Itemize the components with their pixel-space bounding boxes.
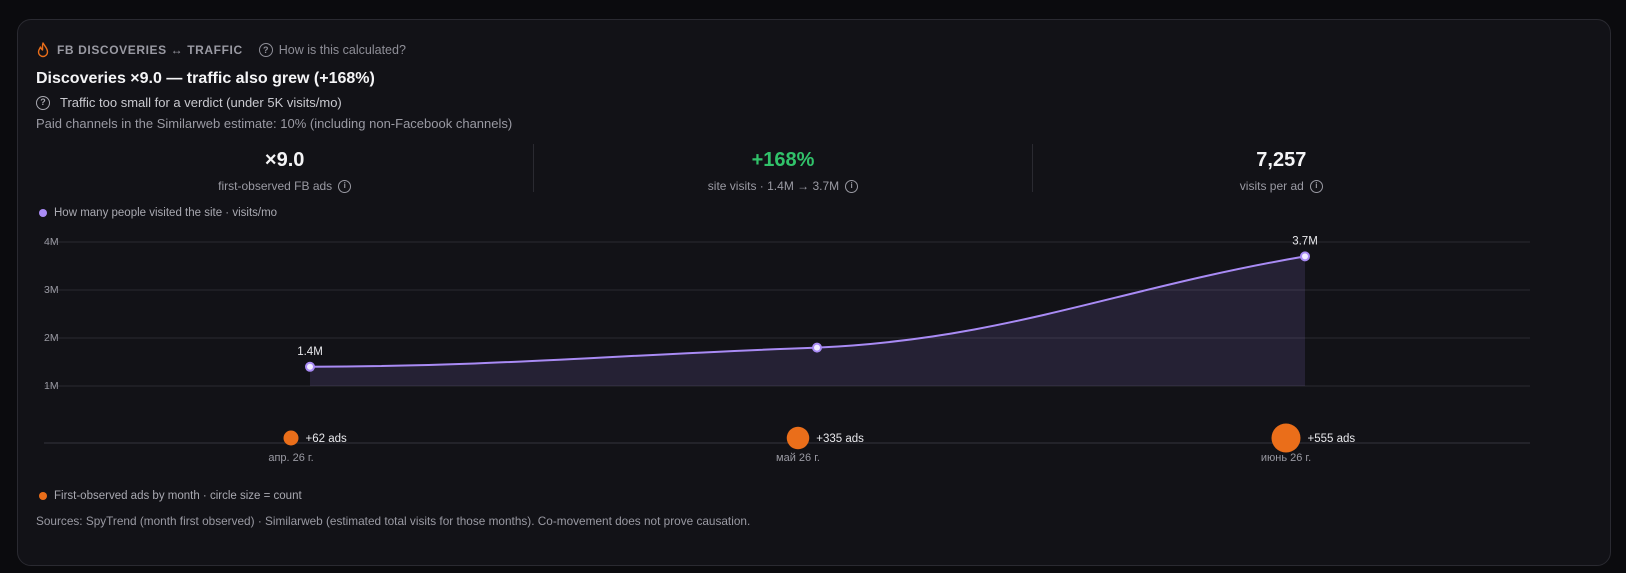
info-icon[interactable]: i (845, 179, 859, 193)
ads-bubble-label: +62 ads (306, 433, 347, 445)
ads-bubble (283, 430, 299, 446)
ads-bubble-label: +555 ads (1308, 433, 1356, 445)
verdict-row: ? Traffic too small for a verdict (under… (36, 95, 342, 110)
info-icon[interactable]: i (1309, 179, 1323, 193)
traffic-legend-dot (39, 209, 47, 217)
ads-legend-label: First-observed ads by month · circle siz… (54, 490, 302, 502)
traffic-point-label: 1.4M (297, 346, 323, 358)
paid-channels-note: Paid channels in the Similarweb estimate… (36, 116, 513, 131)
metrics-row: ×9.0 first-observed FB ads i +168% site … (36, 144, 1530, 193)
verdict-text: Traffic too small for a verdict (under 5… (60, 95, 342, 110)
metric-label-row: site visits · 1.4M → 3.7M i (707, 179, 859, 193)
traffic-area (310, 256, 1305, 386)
metric-label-row: first-observed FB ads i (218, 179, 352, 193)
question-circle-icon: ? (36, 95, 50, 110)
card-headline: Discoveries ×9.0 — traffic also grew (+1… (36, 70, 375, 87)
how-calculated-label: How is this calculated? (278, 43, 406, 57)
traffic-point-label: 3.7M (1292, 235, 1318, 247)
metric-value: 7,257 (1256, 149, 1307, 171)
ads-legend: First-observed ads by month · circle siz… (39, 490, 302, 502)
flame-icon (37, 42, 49, 58)
metric-label: visits per ad (1239, 179, 1304, 193)
traffic-ads-chart: 4M 3M 2M 1M 1.4M 3.7M +62 ads апр. 26 г. +335 ad… (44, 235, 1530, 464)
metric-value: ×9.0 (264, 149, 305, 171)
x-tick-label: июнь 26 г. (1261, 452, 1311, 464)
x-tick-label: май 26 г. (776, 452, 820, 464)
metric-ads-multiplier: ×9.0 first-observed FB ads i (36, 144, 533, 193)
y-tick-label: 2M (44, 332, 59, 344)
how-calculated-link[interactable]: ? How is this calculated? (258, 43, 406, 57)
metric-value: +168% (751, 149, 815, 171)
traffic-legend: How many people visited the site · visit… (39, 207, 277, 219)
question-circle-icon: ? (258, 43, 273, 57)
ads-legend-dot (39, 492, 47, 500)
metric-site-visits: +168% site visits · 1.4M → 3.7M i (533, 144, 1031, 193)
y-tick-label: 3M (44, 284, 59, 296)
ads-bubble (1271, 423, 1301, 453)
traffic-point (812, 342, 822, 353)
traffic-point (305, 361, 315, 372)
metric-label-row: visits per ad i (1240, 179, 1323, 193)
traffic-legend-label: How many people visited the site · visit… (54, 207, 278, 219)
sources-note: Sources: SpyTrend (month first observed)… (36, 514, 751, 528)
y-tick-label: 4M (44, 236, 59, 248)
traffic-point (1300, 251, 1310, 262)
metric-label: site visits · 1.4M → 3.7M (707, 179, 840, 193)
metric-label: first-observed FB ads (218, 179, 333, 193)
metric-visits-per-ad: 7,257 visits per ad i (1031, 144, 1530, 193)
y-tick-label: 1M (44, 380, 59, 392)
info-icon[interactable]: i (338, 179, 352, 193)
card-header: FB DISCOVERIES ↔ TRAFFIC ? How is this c… (36, 42, 406, 58)
x-tick-label: апр. 26 г. (268, 452, 313, 464)
fb-discoveries-traffic-card: FB DISCOVERIES ↔ TRAFFIC ? How is this c… (17, 19, 1611, 566)
ads-bubble (786, 426, 810, 450)
card-kicker: FB DISCOVERIES ↔ TRAFFIC (57, 43, 243, 57)
ads-bubble-label: +335 ads (816, 433, 864, 445)
